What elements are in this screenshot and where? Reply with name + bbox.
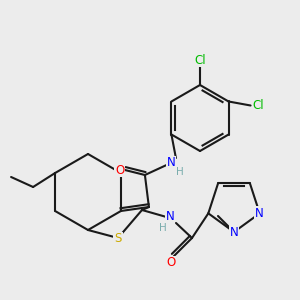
Text: O: O xyxy=(167,256,176,269)
Text: N: N xyxy=(230,226,238,238)
Text: H: H xyxy=(159,223,167,233)
Text: H: H xyxy=(176,167,184,177)
Text: O: O xyxy=(115,164,124,176)
Text: S: S xyxy=(114,232,122,245)
Text: N: N xyxy=(167,157,175,169)
Text: Cl: Cl xyxy=(194,53,206,67)
Text: N: N xyxy=(255,207,264,220)
Text: Cl: Cl xyxy=(253,99,264,112)
Text: N: N xyxy=(166,211,174,224)
